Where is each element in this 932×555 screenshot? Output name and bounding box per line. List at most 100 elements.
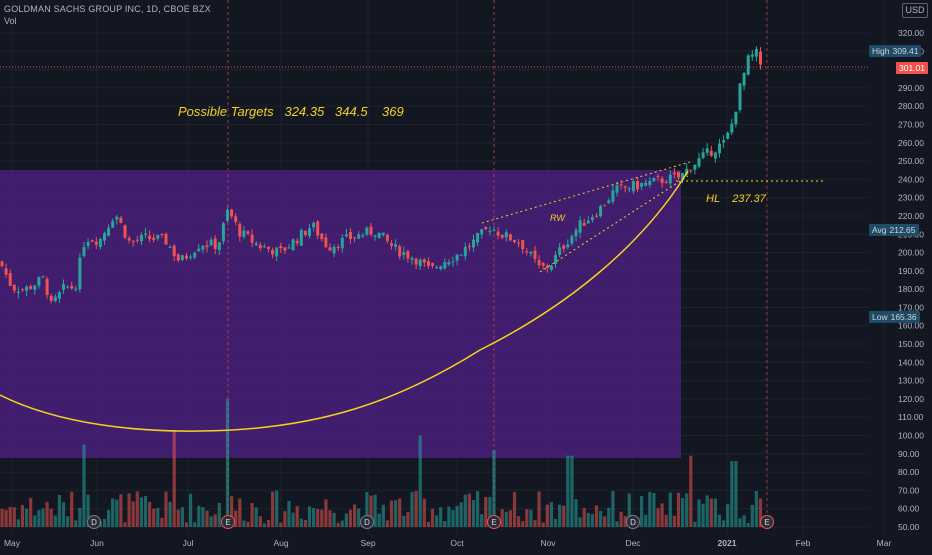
candle-body [226,209,229,221]
volume-bar [385,520,389,527]
volume-bar [726,504,730,527]
candle-body [558,247,562,255]
volume-bar [373,494,377,527]
volume-bar [20,505,25,527]
candle-body [180,255,184,260]
volume-bar [685,493,689,527]
candle-body [492,229,496,231]
candle-body [37,277,41,286]
price-tick-label: 100.00 [898,431,924,441]
candle-body [197,248,201,252]
candle-body [652,177,656,182]
price-tick-label: 270.00 [898,119,924,129]
candle-body [160,234,164,236]
time-tick-label: Mar [877,538,892,548]
candle-body [119,217,123,224]
targets-annotation[interactable]: Possible Targets 324.35 344.5 369 [178,104,404,119]
volume-bar [143,496,148,527]
volume-bar [443,521,447,527]
volume-bar [590,514,594,527]
candle-body [500,234,504,238]
candle-body [357,234,361,239]
candle-body [422,259,426,263]
volume-bar [184,522,189,527]
volume-bar [70,491,74,527]
volume-bar [640,495,644,527]
candle-body [611,190,615,202]
high-label: High [872,46,890,56]
event-marker: E [221,515,235,529]
volume-bar [599,511,603,527]
volume-bar [402,515,406,527]
candle-body [74,288,78,290]
candle-body [127,237,131,241]
candle-body [508,234,512,241]
rw-annotation[interactable]: RW [550,213,565,223]
volume-bar [209,516,213,527]
high-price-tag: High 309.41 [869,45,922,57]
candle-body [431,263,434,266]
candle-body [693,164,697,170]
high-value: 309.41 [892,46,919,56]
candle-body [443,262,447,269]
volume-bar [8,506,12,527]
volume-bar [664,514,668,527]
volume-bar [152,508,156,527]
time-tick-label: Feb [796,538,811,548]
volume-bar [533,520,537,527]
candle-body [123,225,127,238]
candle-body [361,235,365,237]
candle-body [414,258,418,265]
candle-body [176,254,180,261]
volume-bar [652,493,656,527]
candle-body [57,292,61,299]
last-value: 301.01 [899,63,925,73]
event-marker: E [760,515,774,529]
candle-body [718,143,721,154]
event-marker-label: D [630,518,636,527]
candle-body [566,244,570,248]
volume-bar [115,499,119,527]
volume-bar [656,508,660,527]
symbol-title[interactable]: GOLDMAN SACHS GROUP INC, 1D, Cboe BZX [4,4,211,14]
volume-bar [529,509,533,527]
volume-bar [332,512,336,527]
volume-bar [455,505,459,527]
candle-body [221,223,225,242]
candle-body [308,228,311,237]
volume-bar [291,512,295,527]
volume-label[interactable]: Vol [4,16,17,26]
price-tick-label: 160.00 [898,321,924,331]
candle-body [554,255,557,265]
candle-body [336,246,340,248]
volume-bar [230,496,234,527]
volume-bar [107,510,111,527]
volume-bar [615,521,619,527]
volume-bar [271,491,275,527]
candle-body [349,232,352,240]
candle-body [246,231,250,234]
volume-bar [369,495,373,527]
currency-button[interactable]: USD [902,3,928,18]
volume-bar [217,502,221,527]
candle-body [599,205,603,217]
candle-body [115,216,119,220]
volume-bar [439,507,443,527]
volume-bar [41,508,45,527]
volume-bar [697,499,701,527]
price-tick-label: 120.00 [898,394,924,404]
candle-body [41,276,45,278]
volume-bar [471,500,476,527]
candle-body [213,238,217,249]
volume-bar [586,512,590,527]
candle-body [303,230,307,236]
candle-body [172,245,176,257]
hl-annotation[interactable]: HL 237.37 [706,193,766,205]
candle-body [340,237,344,249]
volume-bar [234,510,238,527]
volume-bar [123,522,127,527]
volume-bar [45,502,49,527]
volume-bar [377,513,381,527]
